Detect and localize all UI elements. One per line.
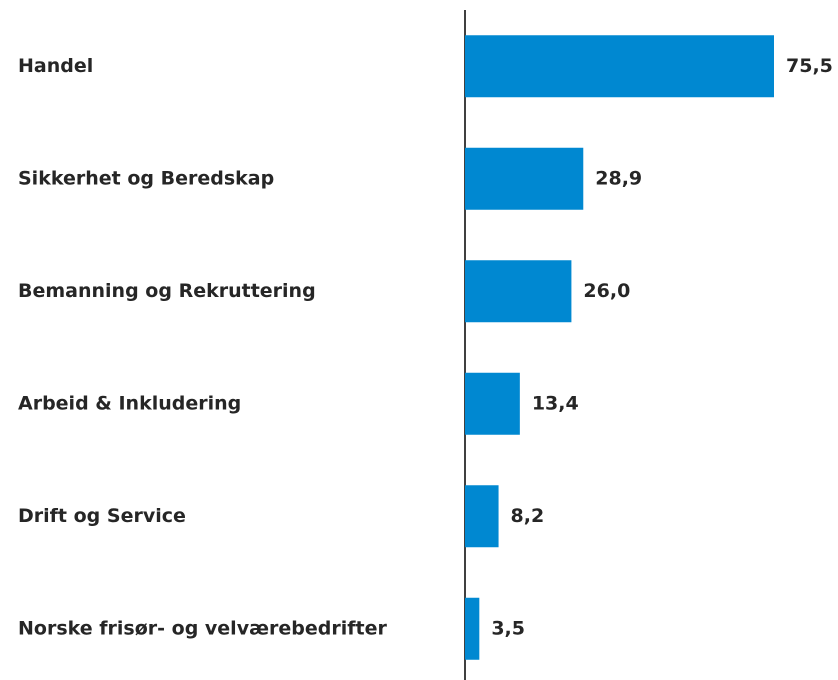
value-label: 13,4: [532, 392, 579, 414]
bar: [465, 147, 584, 210]
value-label: 28,9: [595, 167, 642, 189]
value-label: 8,2: [511, 505, 545, 527]
value-label: 26,0: [583, 280, 630, 302]
category-label: Drift og Service: [18, 505, 186, 527]
bar: [465, 35, 774, 98]
category-label: Arbeid & Inkludering: [18, 392, 241, 414]
bar: [465, 485, 499, 548]
bar: [465, 372, 520, 435]
category-label: Handel: [18, 55, 93, 77]
value-label: 75,5: [786, 55, 833, 77]
bar: [465, 260, 572, 323]
category-label: Sikkerhet og Beredskap: [18, 167, 274, 189]
category-label: Bemanning og Rekruttering: [18, 280, 316, 302]
value-label: 3,5: [491, 617, 525, 639]
bar: [465, 597, 480, 660]
category-label: Norske frisør- og velværebedrifter: [18, 617, 387, 639]
